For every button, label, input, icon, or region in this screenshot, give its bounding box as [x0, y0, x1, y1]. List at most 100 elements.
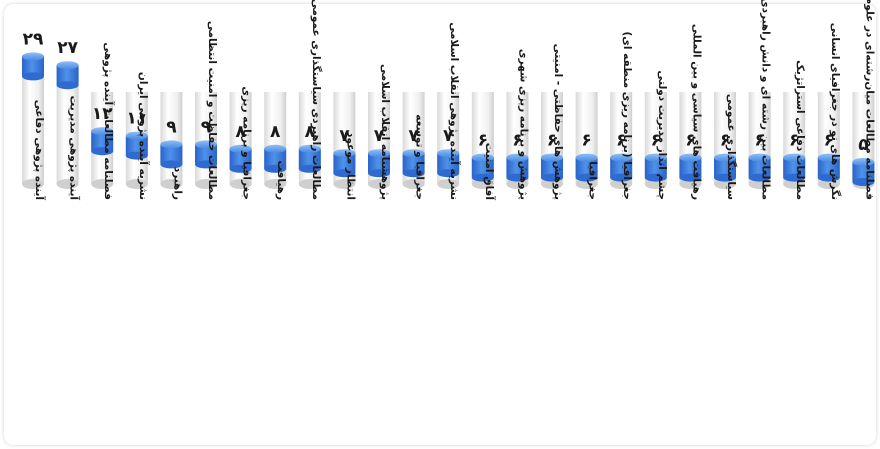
category-label: جغرافیا: [587, 161, 599, 200]
bar-fill-bottom: [575, 173, 598, 182]
bar-fill-bottom: [333, 169, 356, 178]
bar-base: [575, 179, 598, 189]
bar-cylinder: [22, 56, 44, 184]
value-label: ۸: [305, 122, 316, 142]
value-label: ۲۹: [23, 29, 44, 49]
bar-top: [506, 153, 529, 162]
bar-value-fill: [264, 148, 287, 169]
bar-fill-bottom: [91, 147, 114, 156]
bar-fill-bottom: [437, 169, 460, 178]
bar-base: [471, 179, 494, 189]
bar: [125, 92, 148, 189]
value-label: ۱۱: [126, 109, 147, 129]
bar-base: [298, 179, 321, 189]
bar-base: [714, 179, 736, 189]
bar-base: [437, 179, 460, 189]
bar-top: [298, 144, 321, 153]
bar-fill-bottom: [229, 164, 252, 173]
value-label: ۶: [478, 131, 488, 151]
bar-value-fill: [402, 153, 425, 174]
bar-base: [541, 179, 563, 189]
bar-base: [264, 179, 287, 189]
chart-frame: [4, 4, 876, 445]
value-label: ۵: [858, 135, 868, 155]
category-label: پژوهشنامه انقلاب اسلامی: [379, 64, 391, 200]
bar-value-fill: [125, 135, 148, 156]
bar-value-fill: [679, 157, 702, 178]
bar: [575, 92, 598, 189]
bar-fill-bottom: [817, 173, 840, 182]
value-label: ۶: [824, 131, 834, 151]
category-label: فصلنامه مطالعات میان‌رشته‌ای در علوم انس…: [863, 0, 875, 200]
category-label: فصلنامه مطالعات آینده پژوهی: [102, 42, 115, 200]
bar-fill-bottom: [368, 169, 390, 178]
bar-fill-bottom: [402, 169, 425, 178]
bar-fill-bottom: [644, 173, 667, 182]
bar: [714, 92, 736, 189]
bar: [22, 52, 44, 189]
bar-fill-bottom: [679, 173, 702, 182]
bar-value-fill: [506, 157, 529, 178]
bar-top: [644, 153, 667, 162]
value-label: ۷: [408, 126, 419, 146]
bar-fill-bottom: [852, 178, 875, 186]
category-labels-group: آینده پژوهی دفاعی آینده پژوهی مدیریت فصلنا…: [33, 0, 875, 200]
bar-top: [852, 158, 875, 166]
bar: [368, 92, 390, 189]
bar-base: [333, 179, 356, 189]
bar-base: [195, 179, 217, 189]
bar: [679, 92, 702, 189]
bar: [333, 92, 356, 189]
category-label: نشریه آینده پژوهی ایران: [137, 72, 150, 200]
bar: [610, 92, 633, 189]
bar-fill-bottom: [541, 173, 563, 182]
bar-fill-bottom: [471, 173, 494, 182]
bar-top: [91, 127, 114, 136]
bar-top: [264, 144, 287, 153]
bar-base: [22, 179, 44, 189]
bar-fill-bottom: [783, 173, 806, 182]
bar-top: [22, 52, 44, 61]
bar-value-fill: [471, 157, 494, 178]
category-label: جغرافیا (برنامه ریزی منطقه ای): [621, 32, 633, 200]
bar-value-fill: [333, 153, 356, 174]
bar: [852, 92, 875, 189]
value-label: ۸: [270, 122, 281, 142]
value-label: ۸: [235, 122, 246, 142]
bar: [91, 92, 114, 189]
bar-top: [160, 140, 183, 149]
bar-base: [160, 179, 183, 189]
category-label: نگرش های نو در جغرافیای انسانی: [829, 23, 842, 200]
bar: [56, 61, 79, 189]
bar: [195, 92, 217, 189]
value-label: ۶: [581, 131, 591, 151]
category-label: آینده پژوهی دفاعی: [33, 100, 46, 201]
category-label: جغرافیا و توسعه: [414, 114, 426, 200]
value-label: ۶: [616, 131, 626, 151]
category-label: پژوهش های حفاظتی - امنیتی: [552, 44, 564, 200]
value-label: ۹: [201, 117, 212, 137]
bar-base: [402, 179, 425, 189]
bar: [644, 92, 667, 189]
bar-value-fill: [852, 162, 875, 182]
bar-value-fill: [644, 157, 667, 178]
bar: [298, 92, 321, 189]
bar-top: [56, 61, 79, 70]
bar-top: [229, 144, 252, 153]
category-label: مطالعات راهبردی سیاستگذاری عمومی: [310, 0, 323, 200]
bar-value-fill: [541, 157, 563, 178]
bar-fill-bottom: [160, 160, 183, 169]
bar-value-fill: [195, 144, 217, 165]
bar-base: [368, 179, 390, 189]
bar: [506, 92, 529, 189]
bar-value-fill: [610, 157, 633, 178]
bar-fill-bottom: [264, 164, 287, 173]
bar-base: [679, 179, 702, 189]
category-label: سیاستگذاری عمومی: [725, 94, 738, 200]
category-label: انتظار موعود: [344, 132, 356, 200]
bar-top: [402, 149, 425, 158]
bar-base: [610, 179, 633, 189]
value-label: ۷: [339, 126, 350, 146]
bar-base: [783, 179, 806, 189]
